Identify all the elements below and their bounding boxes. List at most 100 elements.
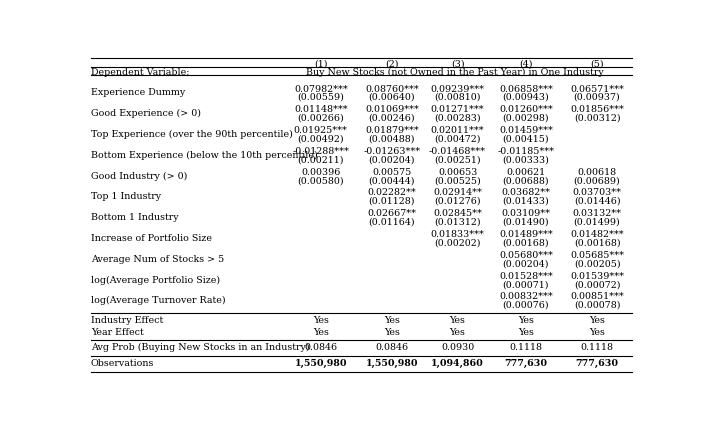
Text: (0.00689): (0.00689) [574,176,621,185]
Text: Yes: Yes [313,328,329,337]
Text: (0.00078): (0.00078) [574,301,621,310]
Text: Industry Effect: Industry Effect [91,315,163,325]
Text: 0.0846: 0.0846 [304,343,337,352]
Text: -0.01468***: -0.01468*** [429,147,486,156]
Text: 0.03703**: 0.03703** [573,189,621,197]
Text: 1,550,980: 1,550,980 [366,360,418,368]
Text: 0.00575: 0.00575 [372,168,412,177]
Text: Bottom Experience (below the 10th percentile): Bottom Experience (below the 10th percen… [91,151,318,160]
Text: (0.00492): (0.00492) [297,135,344,144]
Text: (0.00202): (0.00202) [434,239,481,248]
Text: 0.09239***: 0.09239*** [431,85,484,93]
Text: 0.02845**: 0.02845** [433,209,482,218]
Text: 777,630: 777,630 [575,360,618,368]
Text: Yes: Yes [590,328,605,337]
Text: 0.01482***: 0.01482*** [570,230,624,239]
Text: 0.02282**: 0.02282** [368,189,417,197]
Text: (0.00312): (0.00312) [574,114,621,123]
Text: (0.00640): (0.00640) [369,93,415,102]
Text: 0.08760***: 0.08760*** [365,85,419,93]
Text: (0.00251): (0.00251) [434,155,481,164]
Text: Yes: Yes [450,315,465,325]
Text: Experience Dummy: Experience Dummy [91,88,185,97]
Text: (0.01276): (0.01276) [434,197,481,206]
Text: 0.0846: 0.0846 [376,343,409,352]
Text: log(Average Portfolio Size): log(Average Portfolio Size) [91,275,220,285]
Text: Avg Prob (Buying New Stocks in an Industry): Avg Prob (Buying New Stocks in an Indust… [91,343,310,352]
Text: Observations: Observations [91,360,155,368]
Text: (0.00076): (0.00076) [503,301,549,310]
Text: Good Industry (> 0): Good Industry (> 0) [91,171,187,181]
Text: 0.01925***: 0.01925*** [294,126,348,135]
Text: (0.00525): (0.00525) [434,176,481,185]
Text: Yes: Yes [518,315,534,325]
Text: (0.00810): (0.00810) [434,93,481,102]
Text: -0.01288***: -0.01288*** [292,147,349,156]
Text: 1,550,980: 1,550,980 [294,360,347,368]
Text: (0.00168): (0.00168) [503,239,549,248]
Text: 0.1118: 0.1118 [510,343,542,352]
Text: 0.06858***: 0.06858*** [499,85,553,93]
Text: 0.01069***: 0.01069*** [365,105,419,115]
Text: 777,630: 777,630 [505,360,547,368]
Text: (0.00205): (0.00205) [574,259,621,268]
Text: Yes: Yes [384,328,400,337]
Text: (0.00298): (0.00298) [503,114,549,123]
Text: Yes: Yes [384,315,400,325]
Text: 0.00396: 0.00396 [301,168,340,177]
Text: 0.00832***: 0.00832*** [499,293,553,301]
Text: Top 1 Industry: Top 1 Industry [91,192,161,201]
Text: (0.00943): (0.00943) [503,93,549,102]
Text: (0.01490): (0.01490) [503,218,549,227]
Text: 0.01148***: 0.01148*** [294,105,347,115]
Text: Yes: Yes [518,328,534,337]
Text: 0.06571***: 0.06571*** [570,85,624,93]
Text: Yes: Yes [450,328,465,337]
Text: (0.00283): (0.00283) [434,114,481,123]
Text: Increase of Portfolio Size: Increase of Portfolio Size [91,234,212,243]
Text: Yes: Yes [313,315,329,325]
Text: 0.02914**: 0.02914** [433,189,482,197]
Text: 0.0930: 0.0930 [441,343,474,352]
Text: 0.00618: 0.00618 [578,168,616,177]
Text: 0.01879***: 0.01879*** [365,126,419,135]
Text: (0.00266): (0.00266) [297,114,344,123]
Text: (0.00246): (0.00246) [369,114,415,123]
Text: 0.01271***: 0.01271*** [431,105,484,115]
Text: (0.01312): (0.01312) [434,218,481,227]
Text: 0.00851***: 0.00851*** [570,293,624,301]
Text: Average Num of Stocks > 5: Average Num of Stocks > 5 [91,255,225,264]
Text: (0.01499): (0.01499) [574,218,621,227]
Text: (0.00488): (0.00488) [369,135,415,144]
Text: 0.01459***: 0.01459*** [499,126,553,135]
Text: Year Effect: Year Effect [91,328,144,337]
Text: (0.00444): (0.00444) [369,176,415,185]
Text: Bottom 1 Industry: Bottom 1 Industry [91,213,179,222]
Text: (0.00559): (0.00559) [297,93,345,102]
Text: 1,094,860: 1,094,860 [431,360,484,368]
Text: 0.03132**: 0.03132** [573,209,621,218]
Text: -0.01263***: -0.01263*** [364,147,421,156]
Text: 0.05680***: 0.05680*** [499,251,553,260]
Text: (0.01446): (0.01446) [574,197,621,206]
Text: (0.00415): (0.00415) [503,135,549,144]
Text: (0.00937): (0.00937) [574,93,621,102]
Text: 0.03682**: 0.03682** [501,189,551,197]
Text: 0.01260***: 0.01260*** [499,105,553,115]
Text: (3): (3) [450,59,465,68]
Text: 0.00621: 0.00621 [506,168,546,177]
Text: (0.01433): (0.01433) [503,197,549,206]
Text: 0.01489***: 0.01489*** [499,230,553,239]
Text: (0.00071): (0.00071) [503,280,549,289]
Text: 0.1118: 0.1118 [580,343,614,352]
Text: 0.01528***: 0.01528*** [499,272,553,281]
Text: (0.00204): (0.00204) [369,155,415,164]
Text: Top Experience (over the 90th percentile): Top Experience (over the 90th percentile… [91,130,293,139]
Text: (0.01128): (0.01128) [369,197,415,206]
Text: (0.00333): (0.00333) [503,155,549,164]
Text: 0.02667**: 0.02667** [367,209,417,218]
Text: (0.00211): (0.00211) [297,155,344,164]
Text: 0.00653: 0.00653 [438,168,477,177]
Text: (4): (4) [519,59,533,68]
Text: Good Experience (> 0): Good Experience (> 0) [91,109,201,118]
